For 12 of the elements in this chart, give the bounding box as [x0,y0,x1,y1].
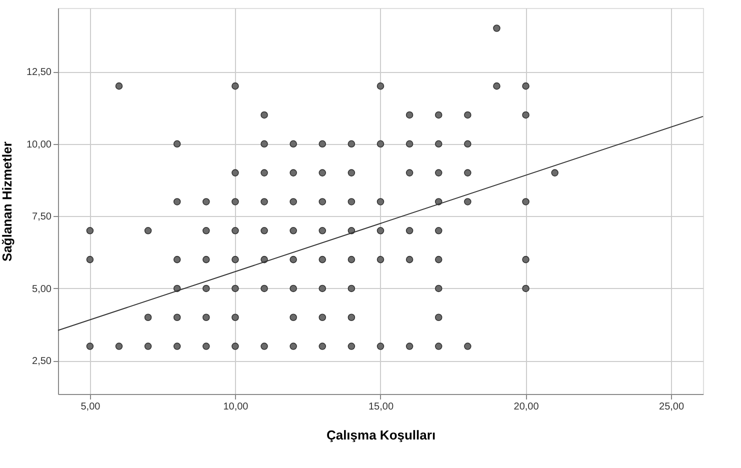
x-tick-label: 10,00 [223,402,249,412]
y-axis-title: Sağlanan Hizmetler [0,142,14,262]
y-tick-label: 10,00 [26,139,52,150]
x-tick-label: 15,00 [368,402,394,412]
y-tick-label: 12,50 [26,67,52,78]
x-axis-title: Çalışma Koşulları [326,428,436,442]
x-tick-label: 20,00 [514,402,540,412]
y-tick-label: 7,50 [32,212,52,223]
y-tick-label: 5,00 [32,284,52,295]
x-tick-label: 5,00 [80,402,101,412]
y-tick-label: 2,50 [32,356,52,368]
x-tick-label: 25,00 [659,402,684,412]
